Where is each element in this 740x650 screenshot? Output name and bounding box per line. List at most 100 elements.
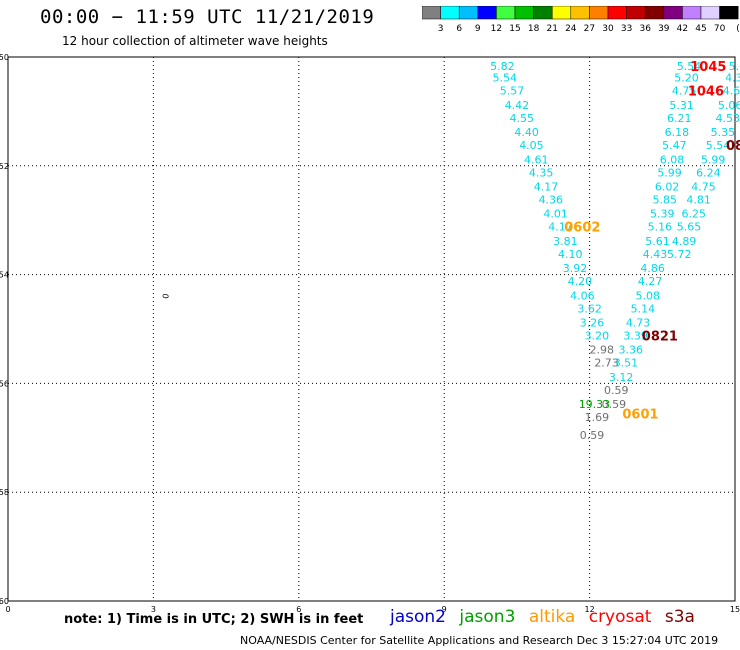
swh-value: 2.98: [589, 344, 614, 357]
colorbar-label: 3: [438, 24, 444, 34]
swh-value: 4.01: [543, 208, 568, 221]
swh-value: 4.73: [626, 316, 651, 329]
swh-value: 3.51: [614, 357, 639, 370]
swh-value: 4.60: [723, 85, 740, 98]
swh-value: 6.02: [655, 180, 680, 193]
swh-value: 3.39: [623, 330, 648, 343]
swh-value: 6.18: [665, 126, 690, 139]
pass-time-label: 08: [726, 139, 740, 154]
swh-value: 4.81: [686, 194, 711, 207]
swh-value: 4.61: [524, 153, 549, 166]
swh-value: 4.53: [715, 112, 740, 125]
swh-value: 5.06: [718, 99, 740, 112]
colorbar-swatch: [719, 6, 739, 20]
credit-line: NOAA/NESDIS Center for Satellite Applica…: [240, 634, 719, 647]
x-tick-label: 12: [585, 605, 595, 614]
note-text: note: 1) Time is in UTC; 2) SWH is in fe…: [64, 612, 364, 627]
legend-cryosat: cryosat: [588, 607, 652, 627]
swh-value: 5.08: [636, 289, 661, 302]
colorbar-unit: (ft): [736, 24, 740, 34]
y-tick-label: -52: [0, 162, 9, 171]
swh-value: 3.26: [580, 316, 605, 329]
chart-subtitle: 12 hour collection of altimeter wave hei…: [62, 34, 328, 48]
chart-title: 00:00 − 11:59 UTC 11/21/2019: [40, 6, 375, 28]
satellite-legend: jason2 jason3 altika cryosat s3a: [390, 607, 703, 627]
colorbar-label: 39: [658, 24, 670, 34]
swh-value: 4.40: [514, 126, 539, 139]
swh-value: 5.65: [677, 221, 702, 234]
swh-value: 5.54: [706, 139, 731, 152]
swh-value: 4.35: [529, 166, 554, 179]
swh-value: 6.08: [660, 153, 685, 166]
swh-value: 5.16: [648, 221, 673, 234]
colorbar-label: 9: [475, 24, 481, 34]
colorbar-label: 70: [714, 24, 726, 34]
swh-value: 5.57: [500, 85, 525, 98]
swh-value: 4.89: [672, 235, 697, 248]
x-tick-label: 9: [442, 605, 447, 614]
swh-value: 3.20: [585, 330, 610, 343]
swh-value: 3.12: [609, 371, 634, 384]
y-tick-label: -50: [0, 53, 9, 62]
colorbar-label: 15: [509, 24, 520, 34]
legend-altika: altika: [528, 607, 576, 627]
legend-jason2: jason2: [390, 607, 446, 627]
x-tick-label: 6: [296, 605, 301, 614]
swh-value: 5.20: [674, 72, 699, 85]
colorbar-label: 45: [695, 24, 706, 34]
y-tick-label: -60: [0, 597, 9, 606]
swh-value: 6.24: [696, 166, 721, 179]
swh-value: 4.42: [505, 99, 530, 112]
swh-value: 5.54: [493, 72, 518, 85]
colorbar-label: 36: [639, 24, 651, 34]
swh-value: 4.36: [539, 194, 564, 207]
swh-value: 3.92: [563, 262, 588, 275]
pass-time-label: 0601: [622, 407, 658, 422]
swh-value: 4.86: [640, 262, 665, 275]
swh-value: 5.99: [701, 153, 726, 166]
colorbar-label: 42: [677, 24, 688, 34]
swh-value: 6.25: [682, 208, 707, 221]
legend-s3a: s3a: [664, 607, 695, 627]
swh-value: 4.30: [725, 72, 740, 85]
swh-value: 19.33: [579, 398, 611, 411]
x-tick-label: 15: [730, 605, 740, 614]
colorbar-label: 27: [584, 24, 595, 34]
pass-time-label: 1046: [688, 85, 724, 100]
swh-value: 4.17: [548, 221, 573, 234]
x-tick-label: 0: [5, 605, 10, 614]
swh-value: 5.82: [490, 60, 515, 73]
colorbar-label: 12: [491, 24, 502, 34]
y-tick-label: -54: [0, 271, 9, 280]
pass-time-label: 0602: [564, 221, 600, 236]
swh-value: 5.35: [711, 126, 736, 139]
colorbar-label: 18: [528, 24, 540, 34]
y-tick-label: -56: [0, 379, 9, 388]
legend-jason3: jason3: [459, 607, 516, 627]
colorbar-label: 21: [546, 24, 557, 34]
swh-value: 5.72: [667, 248, 692, 261]
colorbar-label: 6: [456, 24, 462, 34]
swh-value: 4.06: [570, 289, 595, 302]
x-tick-label: 3: [151, 605, 156, 614]
swh-value: 6.21: [667, 112, 692, 125]
swh-value: 5.39: [650, 208, 675, 221]
swh-value: 5.54: [677, 60, 702, 73]
colorbar-label: 30: [602, 24, 614, 34]
swh-value: 4.27: [638, 275, 663, 288]
swh-value: 4.75: [691, 180, 716, 193]
swh-value: 0.59: [580, 429, 605, 442]
y-tick-label: -58: [0, 488, 9, 497]
pass-time-label: 0821: [642, 330, 678, 345]
swh-value: 5.99: [657, 166, 682, 179]
swh-value: 3.62: [577, 302, 602, 315]
swh-value: 0.59: [602, 398, 627, 411]
swh-value: 4.55: [509, 112, 534, 125]
swh-value: 4.43: [643, 248, 668, 261]
colorbar-label: 24: [565, 24, 577, 34]
swh-value: 5.85: [652, 194, 677, 207]
swh-value: 4.20: [568, 275, 593, 288]
swh-value: 5.61: [645, 235, 670, 248]
